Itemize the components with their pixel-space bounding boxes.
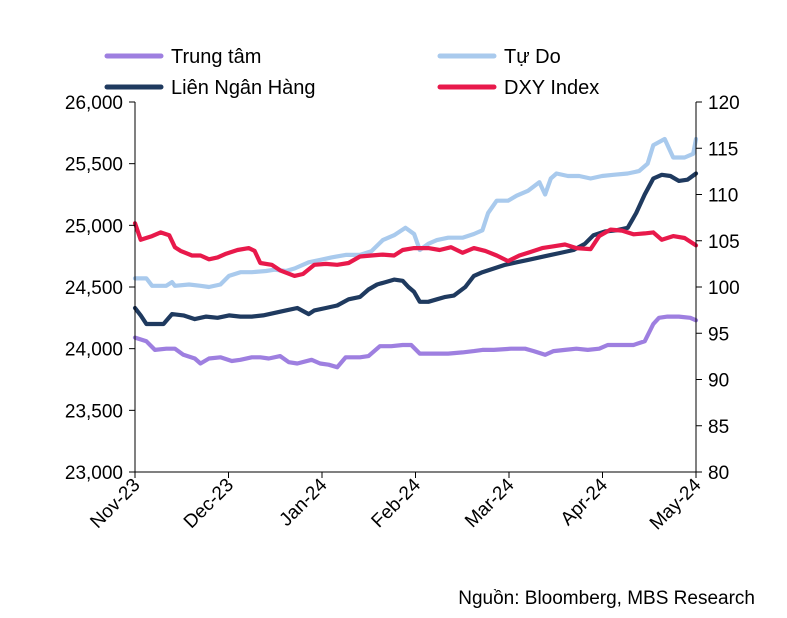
y-right-tick-label: 105 bbox=[708, 232, 740, 253]
y-left-tick-label: 24,500 bbox=[65, 278, 123, 299]
legend-label: Liên Ngân Hàng bbox=[171, 77, 316, 99]
y-right-tick-label: 110 bbox=[708, 186, 738, 207]
y-right-tick-label: 80 bbox=[708, 463, 729, 484]
x-tick-label: May-24 bbox=[646, 474, 706, 534]
y-left-tick-label: 23,000 bbox=[65, 463, 123, 484]
x-tick-label: Apr-24 bbox=[557, 474, 612, 529]
y-right-tick-label: 100 bbox=[708, 278, 740, 299]
y-right-tick-label: 120 bbox=[708, 93, 740, 114]
legend-label: Tự Do bbox=[504, 46, 561, 68]
series-line-1 bbox=[132, 136, 699, 290]
y-left-tick-label: 25,500 bbox=[65, 155, 123, 176]
series-line-3 bbox=[132, 221, 699, 278]
y-left-tick-label: 24,000 bbox=[65, 340, 123, 361]
series-line-0 bbox=[132, 314, 699, 370]
ticks-layer: 23,000 23,500 24,000 24,500 25,000 25,500 26,0… bbox=[65, 93, 740, 534]
source-note: Nguồn: Bloomberg, MBS Research bbox=[458, 588, 755, 609]
y-left-tick-label: 23,500 bbox=[65, 401, 123, 422]
y-left-tick-label: 25,000 bbox=[65, 216, 123, 237]
series-layer bbox=[132, 136, 699, 370]
legend-label: DXY Index bbox=[504, 77, 599, 99]
y-right-tick-label: 85 bbox=[708, 417, 729, 438]
y-right-tick-label: 115 bbox=[708, 139, 738, 160]
axes-layer bbox=[134, 102, 697, 473]
y-right-tick-label: 95 bbox=[708, 324, 729, 345]
y-right-tick-label: 90 bbox=[708, 371, 729, 392]
x-tick-label: Dec-23 bbox=[180, 475, 238, 533]
y-left-tick-label: 26,000 bbox=[65, 93, 123, 114]
x-tick-label: Mar-24 bbox=[461, 474, 519, 532]
legend-label: Trung tâm bbox=[171, 46, 261, 68]
x-tick-label: Feb-24 bbox=[368, 474, 426, 532]
legend: Trung tâm Tự Do Liên Ngân Hàng DXY Index bbox=[104, 46, 599, 99]
x-tick-label: Jan-24 bbox=[276, 474, 332, 530]
